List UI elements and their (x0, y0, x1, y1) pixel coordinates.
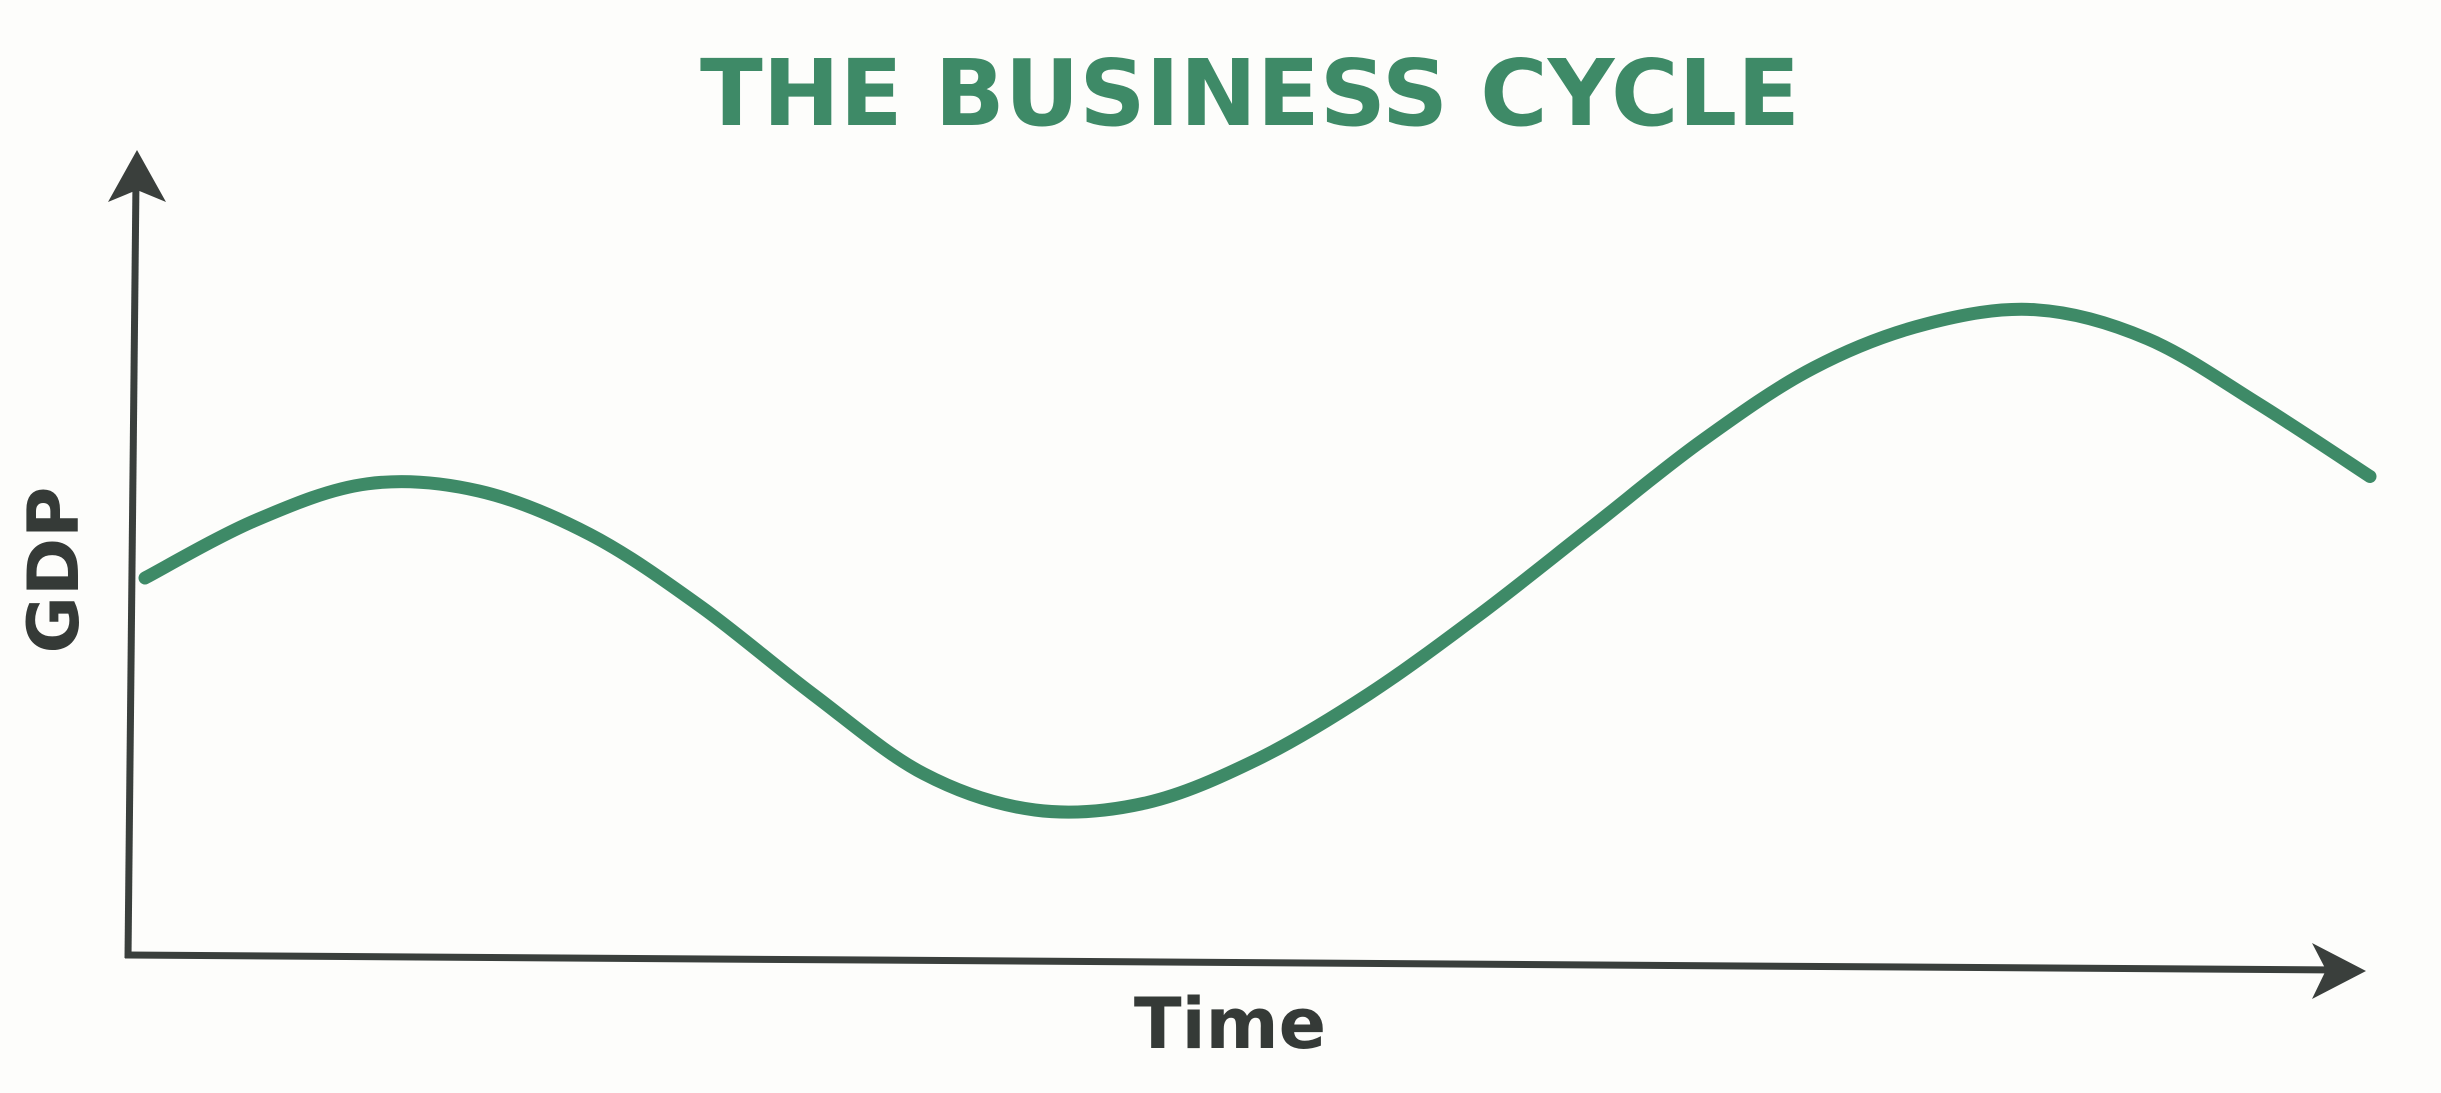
series-line-gdp (138, 302, 2377, 819)
x-axis-arrow (2312, 943, 2366, 999)
chart-title: THE BUSINESS CYCLE (700, 40, 1800, 147)
y-axis-arrow (108, 150, 166, 202)
y-axis-label: GDP (13, 487, 95, 654)
x-axis-label: Time (1134, 983, 1326, 1065)
series-points (139, 303, 2377, 816)
x-axis-line (124, 951, 2341, 974)
y-axis-line (124, 179, 140, 959)
chart-axes (108, 150, 2366, 999)
